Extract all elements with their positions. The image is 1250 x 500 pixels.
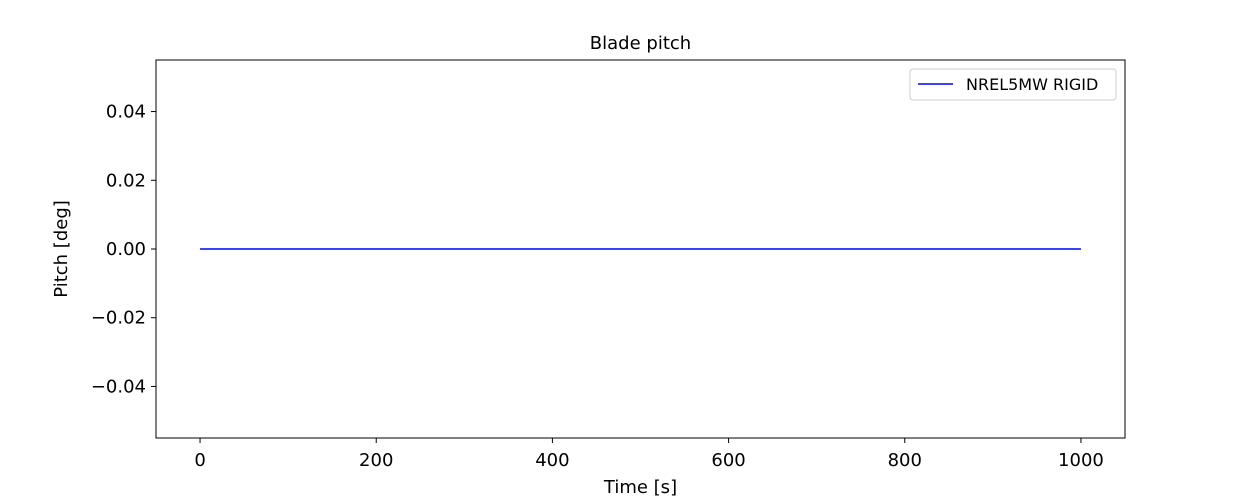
y-axis-label: Pitch [deg] bbox=[51, 200, 72, 298]
y-tick-label: −0.02 bbox=[91, 308, 146, 329]
legend-box bbox=[909, 68, 1117, 101]
x-tick-label: 0 bbox=[194, 450, 205, 471]
y-tick-label: 0.00 bbox=[106, 239, 146, 260]
y-tick-label: 0.04 bbox=[106, 102, 146, 123]
chart-title: Blade pitch bbox=[590, 33, 691, 54]
legend-label: NREL5MW RIGID bbox=[966, 75, 1098, 94]
y-tick-label: −0.04 bbox=[91, 376, 146, 397]
x-tick-label: 600 bbox=[711, 450, 745, 471]
legend: NREL5MW RIGID bbox=[909, 68, 1117, 101]
x-tick-label: 800 bbox=[888, 450, 922, 471]
x-tick-label: 1000 bbox=[1058, 450, 1104, 471]
x-tick-label: 200 bbox=[359, 450, 393, 471]
y-tick-label: 0.02 bbox=[106, 170, 146, 191]
x-axis-label: Time [s] bbox=[603, 477, 677, 498]
x-tick-label: 400 bbox=[535, 450, 569, 471]
